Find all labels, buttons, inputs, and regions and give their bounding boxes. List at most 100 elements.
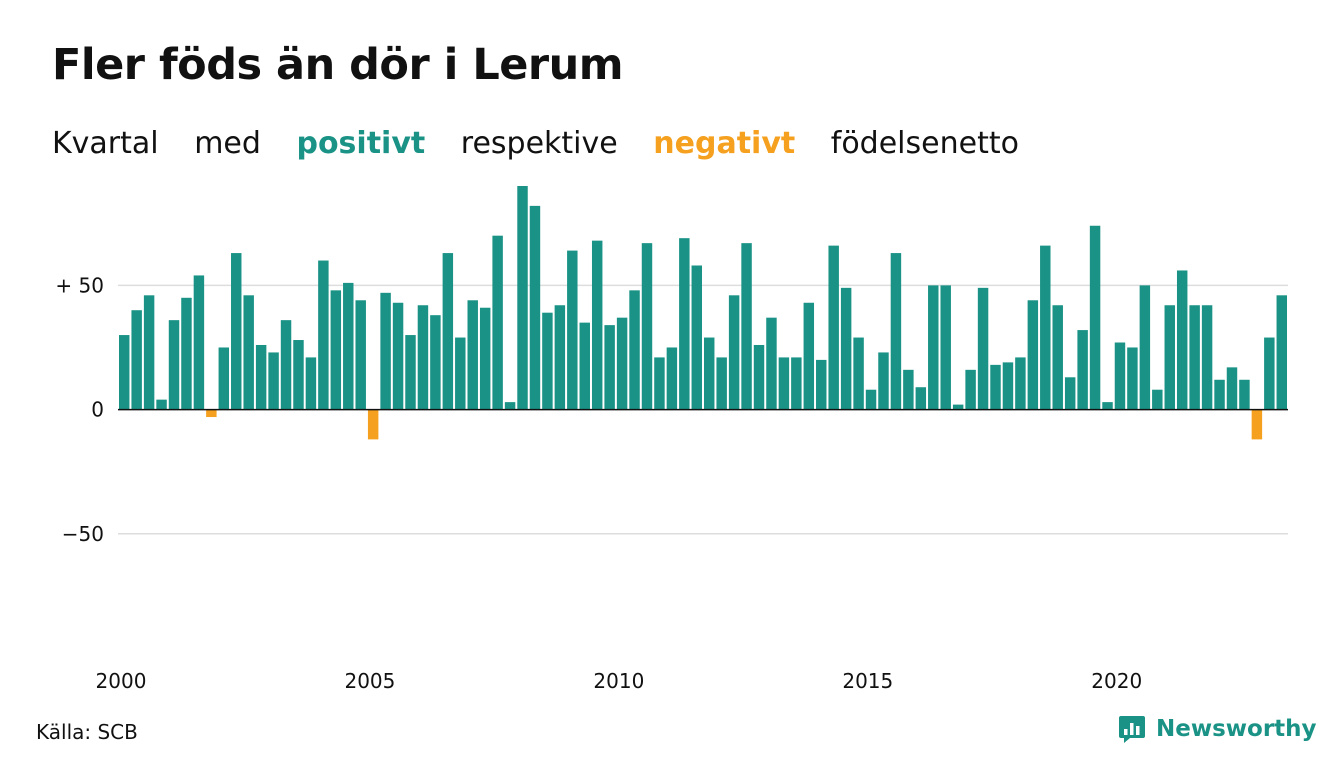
bar — [1064, 377, 1076, 410]
bar — [791, 357, 802, 410]
bar — [828, 245, 839, 410]
bar — [305, 357, 317, 410]
bar — [940, 285, 951, 410]
bar — [1276, 295, 1288, 410]
bar — [517, 186, 528, 410]
subtitle-word-med: med — [194, 126, 261, 161]
bar — [168, 320, 180, 410]
bar — [255, 344, 267, 410]
bar — [1127, 347, 1138, 410]
bar — [691, 265, 703, 410]
bar — [703, 337, 715, 410]
bar — [492, 235, 503, 410]
y-tick-label: + 50 — [55, 273, 104, 297]
newsworthy-logo-text: Newsworthy — [1156, 716, 1317, 742]
bar — [1164, 305, 1175, 410]
bar — [629, 290, 640, 410]
bar — [778, 357, 790, 410]
bar — [1040, 245, 1051, 410]
bar — [728, 295, 740, 410]
bar — [455, 337, 466, 410]
chart-title: Fler föds än dör i Lerum — [52, 40, 624, 90]
subtitle-positive-label: positivt — [296, 126, 426, 161]
bar — [1027, 300, 1039, 410]
bar — [1089, 225, 1101, 410]
bar — [1176, 270, 1188, 410]
bar — [542, 312, 553, 410]
bar — [417, 305, 429, 410]
bar — [392, 302, 404, 410]
y-tick-label: 0 — [91, 398, 104, 422]
bar — [380, 292, 391, 410]
subtitle-negative-label: negativt — [653, 126, 796, 161]
newsworthy-logo-icon — [1119, 716, 1145, 743]
x-tick-label: 2000 — [96, 669, 147, 693]
bar — [803, 302, 815, 410]
bar — [766, 317, 777, 410]
bar — [641, 243, 653, 410]
bar — [330, 290, 342, 410]
x-tick-label: 2005 — [344, 669, 395, 693]
bar — [143, 295, 155, 410]
x-tick-label: 2020 — [1091, 669, 1142, 693]
bar — [903, 369, 914, 410]
bar — [343, 282, 354, 410]
bar — [367, 409, 379, 440]
chart-subtitle: Kvartal med positivt respektive negativt… — [52, 126, 1045, 161]
bar — [355, 300, 366, 410]
bar — [1201, 305, 1213, 410]
bar — [243, 295, 254, 410]
bar — [1077, 330, 1088, 410]
source-note: Källa: SCB — [36, 720, 138, 744]
bar — [529, 205, 541, 410]
bar — [131, 310, 142, 410]
bar — [442, 253, 454, 410]
subtitle-word-kvartal: Kvartal — [52, 126, 159, 161]
bar — [716, 357, 727, 410]
bar — [118, 335, 130, 410]
bar — [579, 322, 590, 410]
bar — [1102, 402, 1113, 410]
bar — [1251, 409, 1263, 440]
bar — [666, 347, 678, 410]
bar — [231, 253, 242, 410]
bar — [554, 305, 566, 410]
subtitle-word-fodelsenetto: födelsenetto — [830, 126, 1019, 161]
bar — [1015, 357, 1026, 410]
bar — [318, 260, 329, 410]
bar — [1239, 379, 1250, 410]
bar — [753, 344, 765, 410]
bar — [479, 307, 491, 410]
newsworthy-logo: Newsworthy — [1118, 714, 1317, 744]
bar — [741, 243, 752, 410]
bar — [654, 357, 665, 410]
subtitle-word-respektive: respektive — [460, 126, 618, 161]
bar — [218, 347, 230, 410]
bar — [467, 300, 478, 410]
bar — [1189, 305, 1200, 410]
bar — [430, 315, 441, 410]
x-tick-label: 2015 — [842, 669, 893, 693]
bar — [280, 320, 292, 410]
bar — [915, 387, 927, 410]
bar — [181, 297, 192, 410]
x-tick-label: 2010 — [593, 669, 644, 693]
bar — [567, 250, 578, 410]
chart-bars — [118, 186, 1288, 440]
bar — [1214, 379, 1225, 410]
bar — [504, 402, 516, 410]
bar — [1002, 362, 1014, 410]
bar — [1226, 367, 1238, 410]
bar — [604, 325, 615, 410]
bar — [816, 359, 827, 410]
bar — [990, 364, 1001, 410]
y-tick-label: −50 — [62, 522, 104, 546]
bar — [977, 287, 989, 410]
bar — [293, 340, 304, 410]
bar — [840, 287, 852, 410]
bar — [156, 399, 167, 410]
bar — [853, 337, 864, 410]
bar — [405, 335, 416, 410]
